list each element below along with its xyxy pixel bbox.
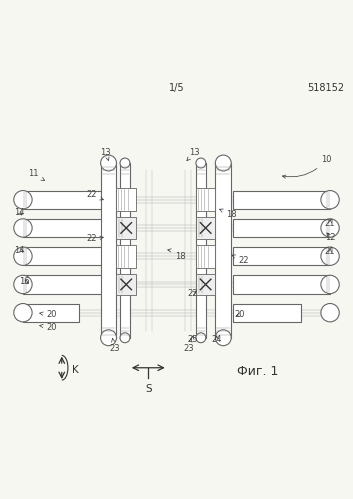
- Text: Фиг. 1: Фиг. 1: [237, 365, 279, 378]
- Bar: [233, 191, 330, 209]
- Bar: [116, 245, 136, 267]
- Circle shape: [101, 330, 116, 346]
- Bar: [196, 218, 215, 239]
- Bar: [196, 274, 215, 295]
- Text: 1/5: 1/5: [169, 83, 184, 93]
- Circle shape: [120, 333, 130, 343]
- Text: 22: 22: [187, 289, 198, 298]
- Circle shape: [196, 158, 206, 168]
- Bar: [23, 219, 102, 237]
- Bar: [215, 163, 231, 338]
- Text: 20: 20: [40, 323, 56, 332]
- Bar: [23, 247, 102, 265]
- Text: 21: 21: [325, 219, 335, 228]
- Circle shape: [14, 303, 32, 322]
- Circle shape: [14, 191, 32, 209]
- Circle shape: [215, 155, 231, 171]
- Circle shape: [321, 303, 339, 322]
- Text: 16: 16: [19, 277, 30, 286]
- Bar: [120, 163, 130, 338]
- Bar: [101, 163, 116, 338]
- Bar: [23, 275, 102, 293]
- Text: 13: 13: [187, 148, 199, 161]
- Bar: [196, 245, 215, 267]
- Text: 13: 13: [101, 148, 111, 161]
- Circle shape: [215, 330, 231, 346]
- Bar: [196, 188, 215, 211]
- Bar: [233, 303, 301, 322]
- Circle shape: [321, 275, 339, 293]
- Circle shape: [321, 247, 339, 265]
- Circle shape: [14, 275, 32, 293]
- Text: 22: 22: [86, 190, 103, 200]
- Text: K: K: [72, 365, 79, 375]
- Bar: [116, 218, 136, 239]
- Text: 18: 18: [168, 249, 185, 261]
- Text: 11: 11: [28, 169, 44, 181]
- Bar: [23, 191, 102, 209]
- Text: 23: 23: [184, 338, 194, 353]
- Bar: [116, 188, 136, 211]
- Text: 18: 18: [220, 209, 237, 219]
- Text: 14: 14: [14, 246, 25, 254]
- Text: 10: 10: [282, 155, 332, 178]
- Text: 22: 22: [232, 255, 249, 264]
- Text: 12: 12: [325, 233, 335, 242]
- Circle shape: [196, 333, 206, 343]
- Bar: [23, 303, 78, 322]
- Bar: [233, 219, 330, 237]
- Text: 20: 20: [235, 310, 245, 319]
- Text: 14: 14: [14, 208, 25, 217]
- Circle shape: [120, 158, 130, 168]
- Bar: [233, 275, 330, 293]
- Circle shape: [14, 219, 32, 237]
- Text: 25: 25: [187, 335, 198, 344]
- Text: 24: 24: [212, 335, 222, 344]
- Text: 20: 20: [40, 310, 56, 319]
- Bar: [233, 247, 330, 265]
- Circle shape: [14, 247, 32, 265]
- Text: 22: 22: [86, 235, 103, 244]
- Bar: [196, 163, 206, 338]
- Text: 23: 23: [109, 338, 120, 353]
- Text: 21: 21: [325, 247, 335, 256]
- Text: S: S: [145, 384, 151, 394]
- Text: 518152: 518152: [307, 83, 344, 93]
- Circle shape: [321, 219, 339, 237]
- Circle shape: [321, 191, 339, 209]
- Circle shape: [101, 155, 116, 171]
- Bar: [116, 274, 136, 295]
